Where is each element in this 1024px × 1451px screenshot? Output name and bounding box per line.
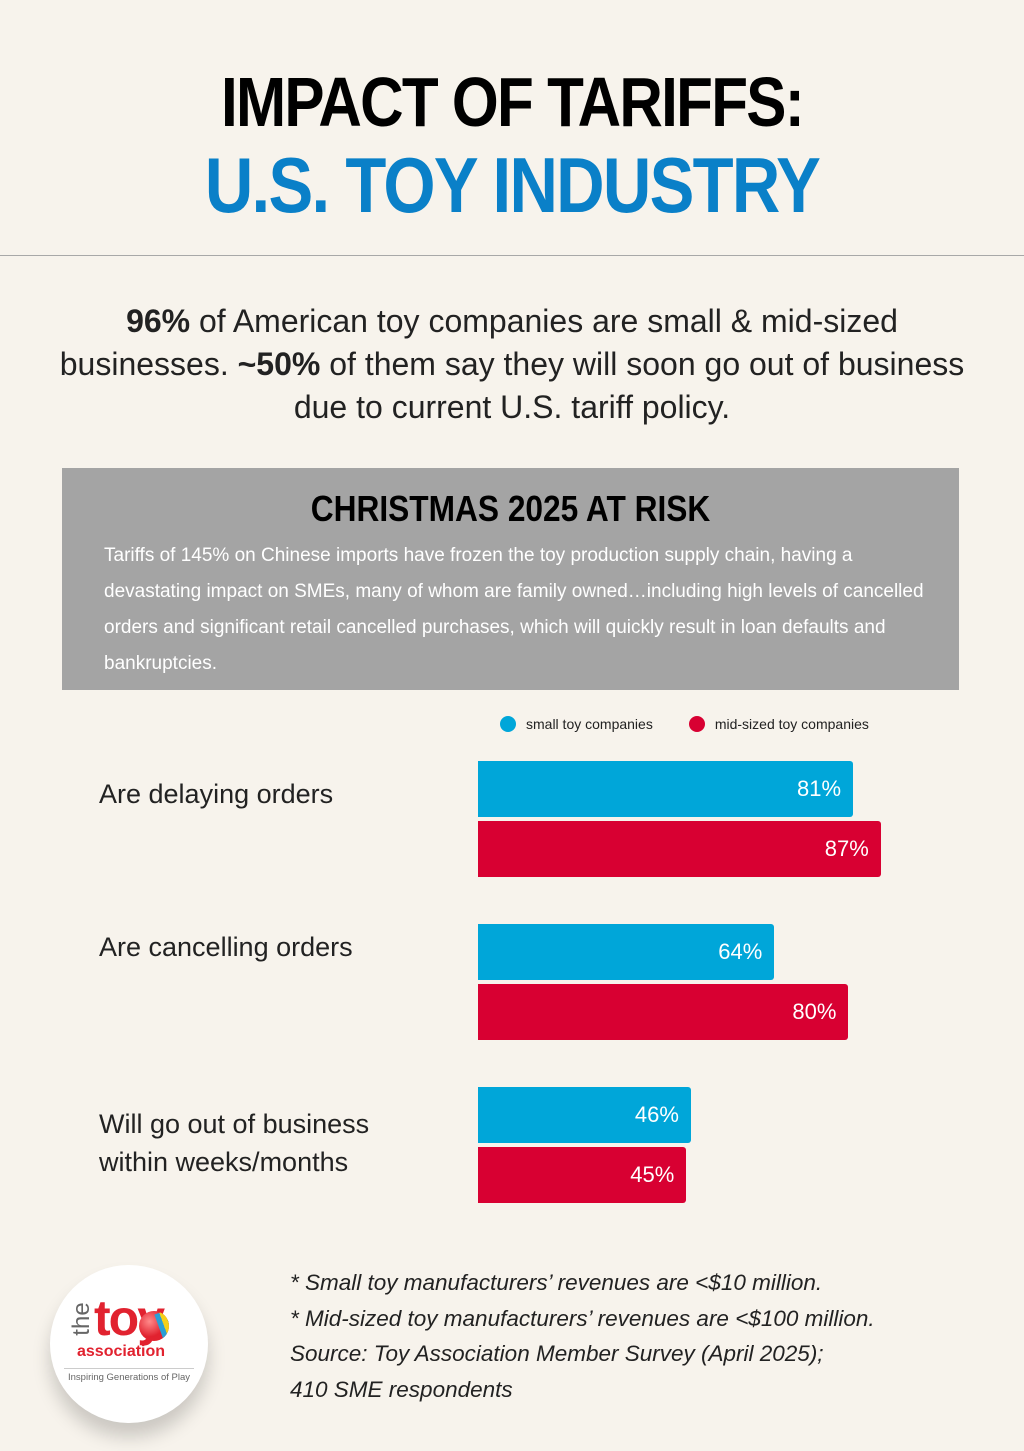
legend-dot-mid-icon xyxy=(688,716,705,732)
legend-label-small: small toy companies xyxy=(526,716,653,732)
bar-value-label: 46% xyxy=(634,1102,679,1127)
bar-value-label: 80% xyxy=(792,999,837,1024)
footnote-small: * Small toy manufacturers’ revenues are … xyxy=(290,1270,823,1295)
risk-title: CHRISTMAS 2025 AT RISK xyxy=(310,488,711,529)
bar-small: 64% xyxy=(478,924,775,980)
footnote-respondents: 410 SME respondents xyxy=(290,1376,513,1402)
category-label: Will go out of business within weeks/mon… xyxy=(99,1109,370,1177)
category-label: Are cancelling orders xyxy=(99,932,353,962)
legend-item-mid: mid-sized toy companies xyxy=(688,716,869,732)
bar-value-label: 45% xyxy=(630,1162,675,1187)
divider xyxy=(0,255,1024,256)
category-label: Are delaying orders xyxy=(99,779,334,809)
chart-legend: small toy companies mid-sized toy compan… xyxy=(500,716,869,732)
intro-text-2: of them say they will soon go out of bus… xyxy=(293,346,965,425)
bar-small: 81% xyxy=(478,761,854,817)
bar-mid: 87% xyxy=(478,821,881,877)
risk-box: CHRISTMAS 2025 AT RISK Tariffs of 145% o… xyxy=(62,468,959,690)
bar-mid: 80% xyxy=(478,984,849,1040)
logo-association: association xyxy=(77,1343,166,1360)
bar-value-label: 81% xyxy=(796,776,842,801)
legend-dot-small-icon xyxy=(500,716,516,732)
bar-mid: 45% xyxy=(478,1147,687,1203)
title-line-1: IMPACT OF TARIFFS: xyxy=(220,63,805,141)
footnotes: * Small toy manufacturers’ revenues are … xyxy=(290,1265,875,1407)
bar-value-label: 87% xyxy=(824,836,869,861)
logo-the: the xyxy=(68,1302,95,1336)
title-line-2: U.S. TOY INDUSTRY xyxy=(204,141,821,229)
intro-stat-96: 96% xyxy=(126,303,191,339)
footnote-mid: * Mid-sized toy manufacturers’ revenues … xyxy=(290,1305,875,1331)
intro-text-1: of American toy companies are small & mi… xyxy=(59,303,898,382)
footnote-source: Source: Toy Association Member Survey (A… xyxy=(290,1341,824,1366)
risk-body: Tariffs of 145% on Chinese imports have … xyxy=(104,545,924,674)
bar-small: 46% xyxy=(478,1087,691,1143)
toy-association-logo: the toy association Inspiring Generation… xyxy=(50,1265,208,1423)
legend-item-small: small toy companies xyxy=(500,716,653,732)
intro-stat-50: ~50% xyxy=(237,346,321,382)
logo-tagline: Inspiring Generations of Play xyxy=(64,1368,194,1383)
legend-label-mid: mid-sized toy companies xyxy=(714,716,869,732)
ball-icon xyxy=(139,1311,169,1341)
bar-value-label: 64% xyxy=(718,939,763,964)
intro-statement: 96% of American toy companies are small … xyxy=(40,300,984,429)
